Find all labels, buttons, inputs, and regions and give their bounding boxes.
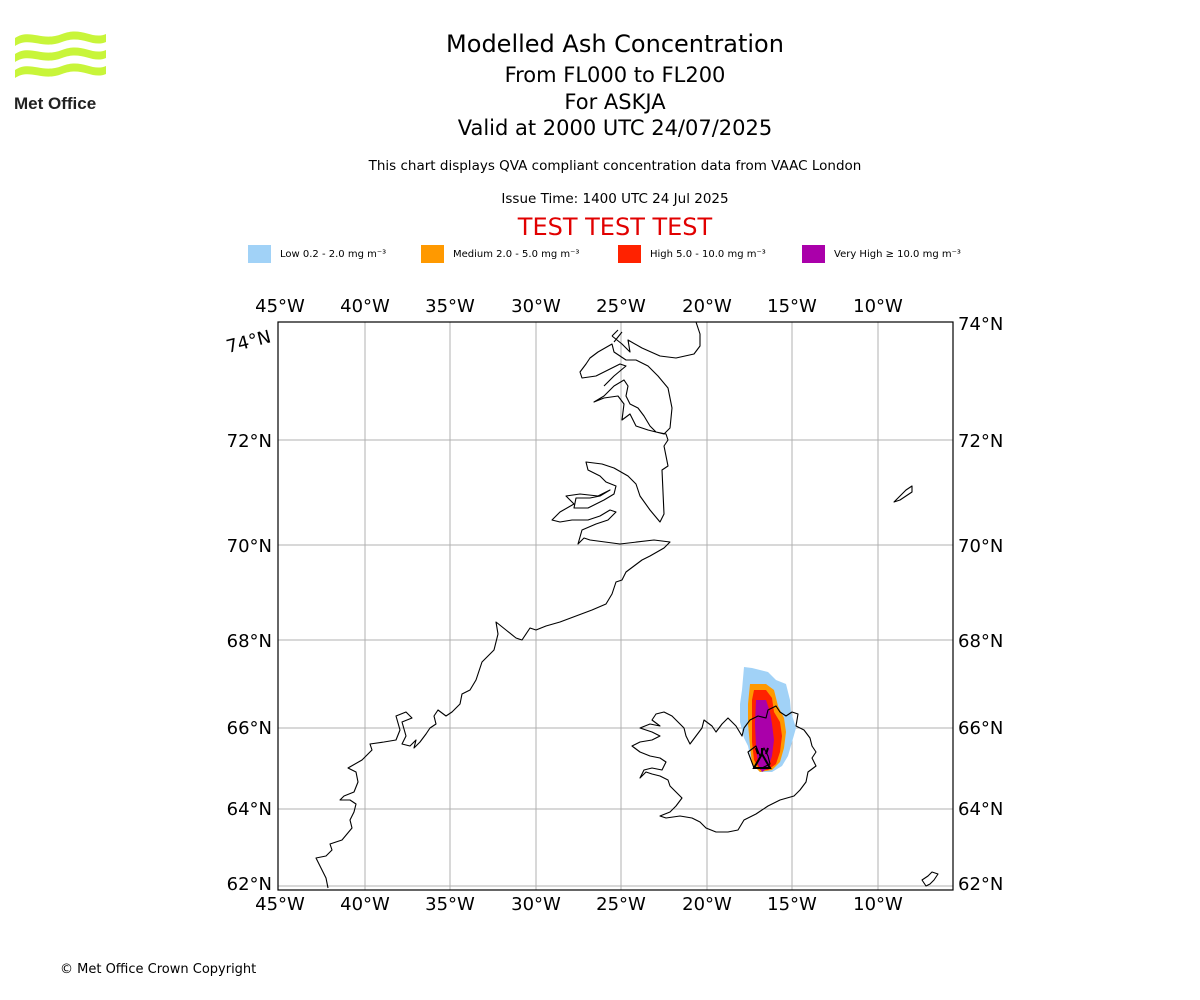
jan-mayen-coast [893,485,913,503]
lat-label-68n-left: 68°N [227,631,272,652]
coastlines [315,321,939,889]
chart-description: This chart displays QVA compliant concen… [368,158,862,174]
legend-low: Low 0.2 - 2.0 mg m⁻³ [248,244,386,264]
valid-time: Valid at 2000 UTC 24/07/2025 [457,116,773,140]
lat-label-62n-left: 62°N [227,874,272,895]
lon-label-20w-bottom: 20°W [682,894,732,915]
volcano-line: For ASKJA [564,90,666,114]
lat-label-64n-right: 64°N [958,799,1003,820]
lat-label-72n-right: 72°N [958,431,1003,452]
met-office-logo: Met Office [12,30,112,114]
lat-labels-left: 74°N 72°N 70°N 68°N 66°N 64°N 62°N [224,326,273,895]
faroe-coast [921,871,939,887]
legend-very-high: Very High ≥ 10.0 mg m⁻³ [802,244,961,264]
lat-label-64n-left: 64°N [227,799,272,820]
lat-label-70n-right: 70°N [958,536,1003,557]
lat-label-66n-right: 66°N [958,718,1003,739]
lon-label-40w-top: 40°W [340,296,390,317]
lat-label-72n-left: 72°N [227,431,272,452]
lat-label-66n-left: 66°N [227,718,272,739]
legend-high: High 5.0 - 10.0 mg m⁻³ [618,244,766,264]
lon-labels-top: 45°W 40°W 35°W 30°W 25°W 20°W 15°W 10°W [255,296,903,317]
lon-label-40w-bottom: 40°W [340,894,390,915]
lon-label-35w-bottom: 35°W [425,894,475,915]
legend-label-medium: Medium 2.0 - 5.0 mg m⁻³ [453,248,580,260]
lon-label-10w-top: 10°W [853,296,903,317]
lon-label-30w-top: 30°W [511,296,561,317]
lon-label-10w-bottom: 10°W [853,894,903,915]
lat-labels-right: 74°N 72°N 70°N 68°N 66°N 64°N 62°N [958,314,1003,895]
lat-label-74n-left: 74°N [224,326,273,357]
lon-label-15w-bottom: 15°W [767,894,817,915]
flight-levels: From FL000 to FL200 [504,63,726,87]
lon-label-25w-top: 25°W [596,296,646,317]
lon-label-35w-top: 35°W [425,296,475,317]
map-gridlines [278,322,953,890]
legend-swatch-low [248,245,271,263]
legend-medium: Medium 2.0 - 5.0 mg m⁻³ [421,244,579,264]
map-frame [277,321,954,891]
lon-label-15w-top: 15°W [767,296,817,317]
lat-label-70n-left: 70°N [227,536,272,557]
legend-swatch-medium [421,245,444,263]
lon-labels-bottom: 45°W 40°W 35°W 30°W 25°W 20°W 15°W 10°W [255,894,903,915]
legend-swatch-high [618,245,641,263]
lat-label-68n-right: 68°N [958,631,1003,652]
lon-label-30w-bottom: 30°W [511,894,561,915]
greenland-coast [315,321,701,889]
chart-title: Modelled Ash Concentration [446,30,784,58]
legend-swatch-very-high [802,245,825,263]
logo-text: Met Office [14,94,96,113]
issue-time: Issue Time: 1400 UTC 24 Jul 2025 [501,191,729,207]
volcano-marker [752,747,772,769]
legend-label-high: High 5.0 - 10.0 mg m⁻³ [650,248,766,260]
legend-label-low: Low 0.2 - 2.0 mg m⁻³ [280,248,387,260]
copyright-notice: © Met Office Crown Copyright [60,962,257,977]
lon-label-25w-bottom: 25°W [596,894,646,915]
lon-label-45w-bottom: 45°W [255,894,305,915]
lon-label-45w-top: 45°W [255,296,305,317]
test-banner: TEST TEST TEST [517,213,713,241]
legend-label-very-high: Very High ≥ 10.0 mg m⁻³ [834,248,961,260]
lon-label-20w-top: 20°W [682,296,732,317]
lat-label-62n-right: 62°N [958,874,1003,895]
lat-label-74n-right: 74°N [958,314,1003,335]
